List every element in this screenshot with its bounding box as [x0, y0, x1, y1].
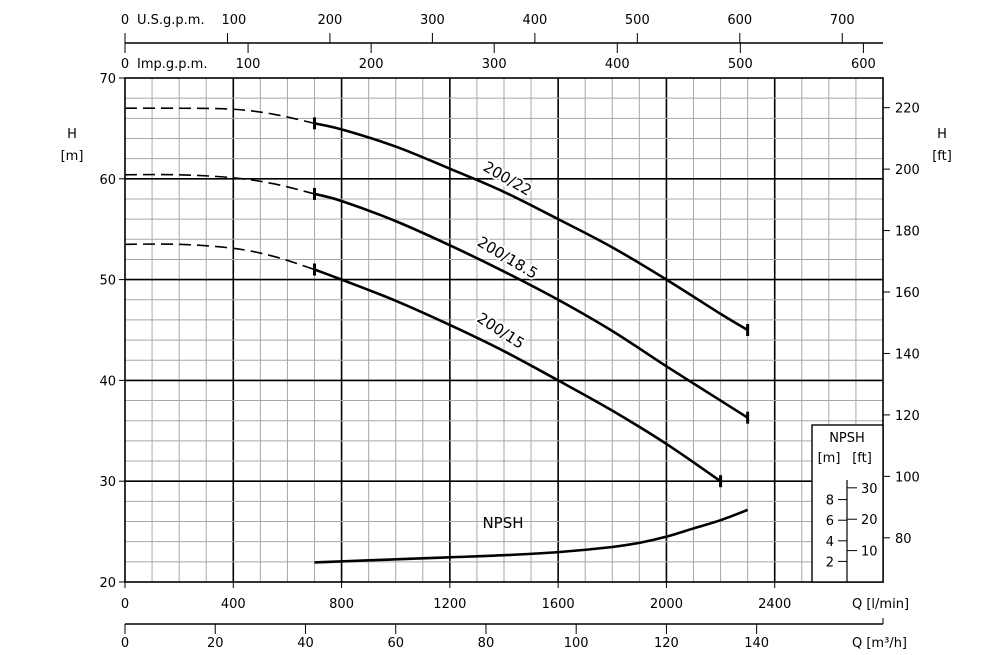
m3h-tick-label: 140 — [744, 636, 769, 651]
m3h-tick-label: 0 — [121, 636, 129, 651]
usgpm-tick-label: 200 — [318, 13, 343, 28]
usgpm-tick-label: 700 — [830, 13, 855, 28]
usgpm-tick-label: 300 — [420, 13, 445, 28]
ft-tick-label: 180 — [895, 225, 920, 240]
x-tick-label: 2000 — [650, 597, 683, 612]
y-tick-label: 70 — [99, 72, 116, 87]
m3h-tick-label: 40 — [297, 636, 314, 651]
usgpm-tick-label: 400 — [522, 13, 547, 28]
impgpm-tick-label: 100 — [236, 57, 261, 72]
ft-tick-label: 80 — [895, 532, 912, 547]
curve-NPSH — [314, 508, 749, 564]
plot-frame — [124, 77, 884, 583]
npsh-ft-tick-label: 30 — [861, 482, 878, 497]
npsh-m-tick-label: 8 — [826, 494, 834, 509]
m3h-tick-label: 120 — [654, 636, 679, 651]
ft-tick-label: 160 — [895, 286, 920, 301]
m3h-tick-label: 20 — [207, 636, 224, 651]
y-tick-label: 50 — [99, 274, 116, 289]
ft-tick-label: 140 — [895, 347, 920, 362]
y-axis-unit: [m] — [61, 149, 84, 164]
curve-200/22 — [314, 122, 749, 332]
npsh-inset-unit-ft: [ft] — [852, 451, 872, 466]
y-tick-label: 20 — [99, 576, 116, 591]
curve-dashed-200/15 — [124, 243, 315, 271]
impgpm-tick-label: 0 — [121, 57, 129, 72]
x-tick-label: 2400 — [758, 597, 791, 612]
ft-tick-label: 100 — [895, 470, 920, 485]
impgpm-tick-label: 500 — [728, 57, 753, 72]
npsh-ft-tick-label: 20 — [861, 513, 878, 528]
npsh-m-tick-label: 6 — [826, 514, 834, 529]
x-axis-label: Q [l/min] — [852, 597, 909, 612]
ft-tick-label: 120 — [895, 409, 920, 424]
curve-200/15 — [314, 268, 722, 483]
npsh-m-tick-label: 2 — [826, 555, 834, 570]
impgpm-tick-label: 600 — [851, 57, 876, 72]
impgpm-tick-label: 300 — [482, 57, 507, 72]
y-right-axis-unit: [ft] — [932, 149, 952, 164]
ft-tick-label: 200 — [895, 163, 920, 178]
m3h-tick-label: 100 — [564, 636, 589, 651]
y-tick-label: 30 — [99, 475, 116, 490]
x-tick-label: 1600 — [542, 597, 575, 612]
y-axis-label: H — [67, 127, 77, 142]
y-right-axis-label: H — [937, 127, 947, 142]
curve-dashed-200/22 — [124, 107, 315, 125]
usgpm-tick-label: 600 — [727, 13, 752, 28]
x-tick-label: 400 — [221, 597, 246, 612]
npsh-inset-unit-m: [m] — [818, 451, 841, 466]
y-tick-label: 60 — [99, 173, 116, 188]
npsh-inset-title: NPSH — [829, 431, 865, 446]
curve-dashed-200/18.5 — [124, 173, 315, 195]
npsh-ft-tick-label: 10 — [861, 545, 878, 560]
m3h-tick-label: 60 — [387, 636, 404, 651]
usgpm-label: U.S.g.p.m. — [137, 13, 205, 28]
impgpm-tick-label: 400 — [605, 57, 630, 72]
ft-tick-label: 220 — [895, 102, 920, 117]
x-tick-label: 800 — [329, 597, 354, 612]
usgpm-tick-label: 100 — [221, 13, 246, 28]
curve-200/18.5 — [314, 192, 749, 419]
npsh-curve-label: NPSH — [482, 514, 523, 532]
y-tick-label: 40 — [99, 374, 116, 389]
usgpm-tick-label: 500 — [625, 13, 650, 28]
curve-label: 200/15 — [474, 309, 528, 353]
x-tick-label: 0 — [121, 597, 129, 612]
impgpm-label: Imp.g.p.m. — [137, 57, 207, 72]
npsh-m-tick-label: 4 — [826, 535, 834, 550]
m3h-tick-label: 80 — [478, 636, 495, 651]
impgpm-tick-label: 200 — [359, 57, 384, 72]
m3h-axis-label: Q [m³/h] — [852, 636, 907, 651]
usgpm-tick-label: 0 — [121, 13, 129, 28]
x-tick-label: 1200 — [433, 597, 466, 612]
